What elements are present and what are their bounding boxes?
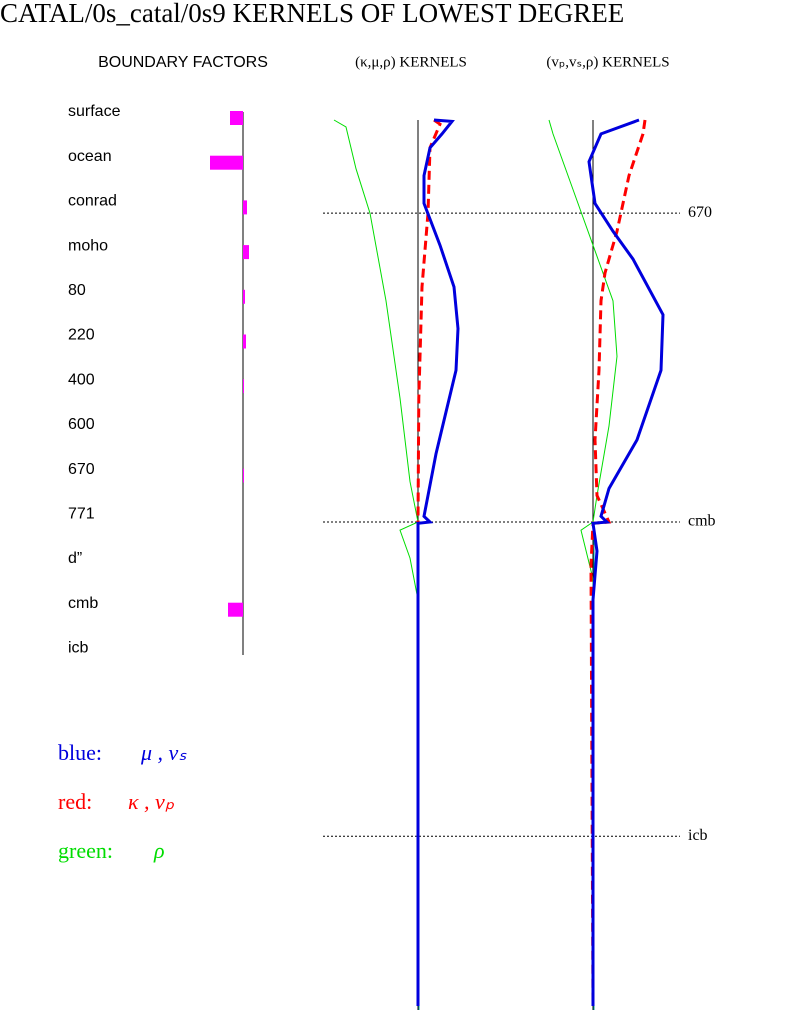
legend-name: blue: bbox=[58, 740, 102, 765]
legend-symbols: ρ bbox=[153, 838, 165, 863]
boundary-label: d” bbox=[68, 550, 82, 567]
legend-name: green: bbox=[58, 838, 113, 863]
depth-label: cmb bbox=[688, 513, 716, 530]
boundary-label: icb bbox=[68, 640, 89, 657]
boundary-bar bbox=[243, 200, 247, 215]
boundary-label: 600 bbox=[68, 416, 95, 433]
boundary-bar bbox=[243, 334, 246, 349]
boundary-label: conrad bbox=[68, 193, 117, 210]
boundary-bar bbox=[243, 468, 244, 483]
boundary-label: ocean bbox=[68, 148, 112, 165]
boundary-label: 220 bbox=[68, 327, 95, 344]
panel-title: (vₚ,vₛ,ρ) KERNELS bbox=[546, 54, 669, 70]
depth-label: 670 bbox=[688, 204, 712, 221]
kernel-curve bbox=[589, 119, 647, 1007]
kernel-curve bbox=[333, 119, 419, 1006]
boundary-bar bbox=[243, 379, 244, 394]
kernel-curve bbox=[548, 119, 618, 1006]
boundary-title: BOUNDARY FACTORS bbox=[98, 54, 268, 71]
depth-label: icb bbox=[688, 827, 708, 844]
boundary-bar bbox=[230, 111, 243, 125]
boundary-bar bbox=[243, 289, 245, 304]
legend-name: red: bbox=[58, 789, 92, 814]
kernel-curve bbox=[416, 118, 442, 1006]
boundary-label: cmb bbox=[68, 595, 98, 612]
boundary-bar bbox=[228, 602, 243, 617]
boundary-label: 400 bbox=[68, 371, 95, 388]
legend-symbols: κ , vₚ bbox=[128, 789, 175, 814]
legend-symbols: μ , vₛ bbox=[140, 740, 187, 765]
panel-title: (κ,μ,ρ) KERNELS bbox=[355, 54, 467, 70]
boundary-bar bbox=[210, 155, 243, 170]
boundary-label: 670 bbox=[68, 461, 95, 478]
boundary-label: 80 bbox=[68, 282, 86, 299]
boundary-label: 771 bbox=[68, 506, 95, 523]
kernel-curve bbox=[587, 118, 665, 1006]
boundary-label: surface bbox=[68, 103, 121, 120]
boundary-bar bbox=[243, 245, 249, 260]
kernel-curve bbox=[416, 118, 460, 1006]
boundary-label: moho bbox=[68, 237, 108, 254]
title: CATAL/0s_catal/0s9 KERNELS OF LOWEST DEG… bbox=[0, 0, 624, 28]
